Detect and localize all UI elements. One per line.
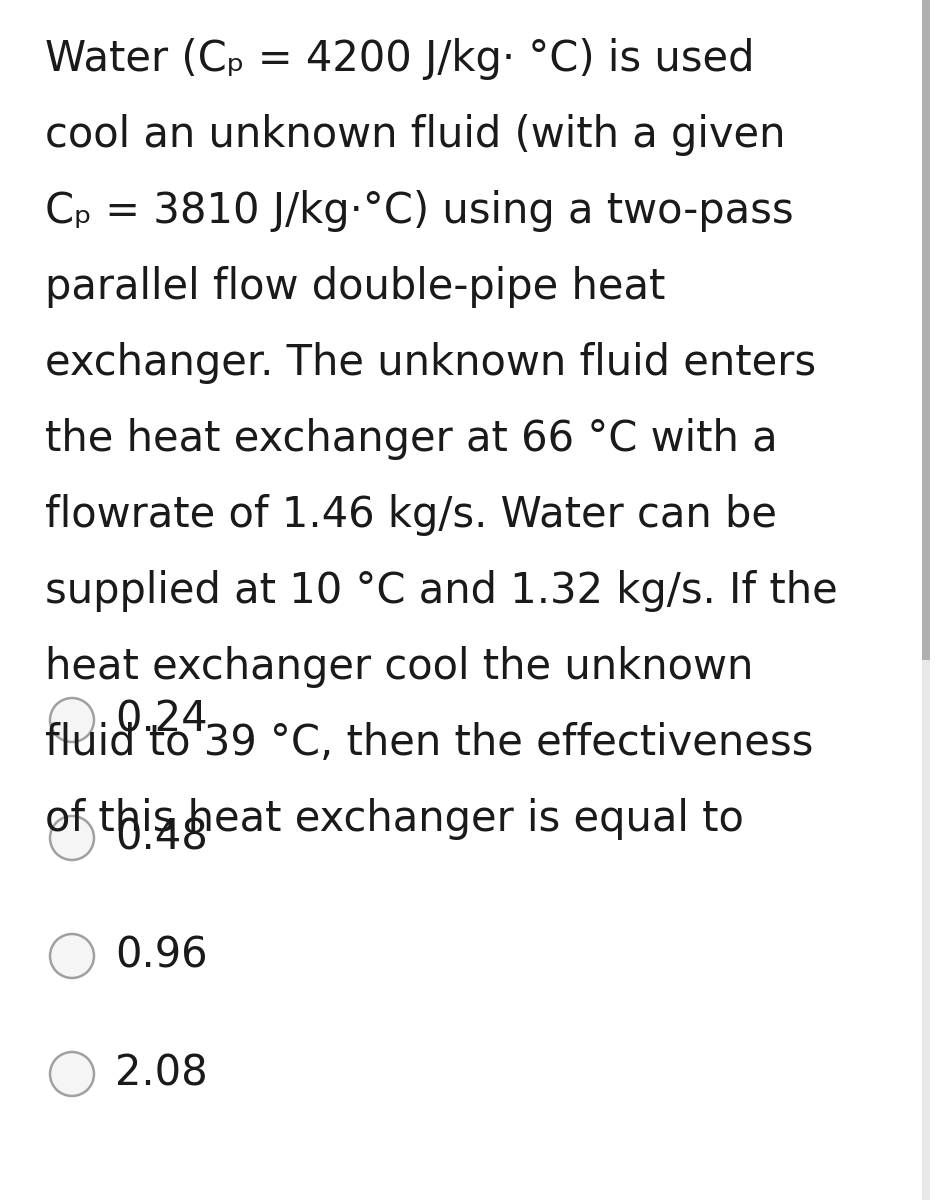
Ellipse shape bbox=[50, 816, 94, 860]
Text: Cₚ = 3810 J/kg·°C) using a two-pass: Cₚ = 3810 J/kg·°C) using a two-pass bbox=[45, 190, 793, 232]
Text: 0.48: 0.48 bbox=[115, 817, 208, 859]
Text: 0.24: 0.24 bbox=[115, 698, 208, 740]
Text: heat exchanger cool the unknown: heat exchanger cool the unknown bbox=[45, 646, 753, 688]
Ellipse shape bbox=[50, 1052, 94, 1096]
Text: flowrate of 1.46 kg/s. Water can be: flowrate of 1.46 kg/s. Water can be bbox=[45, 494, 777, 536]
Text: 2.08: 2.08 bbox=[115, 1054, 208, 1094]
Text: parallel flow double-pipe heat: parallel flow double-pipe heat bbox=[45, 266, 666, 308]
Text: fluid to 39 °C, then the effectiveness: fluid to 39 °C, then the effectiveness bbox=[45, 722, 813, 764]
Text: 0.96: 0.96 bbox=[115, 935, 208, 977]
Text: the heat exchanger at 66 °C with a: the heat exchanger at 66 °C with a bbox=[45, 418, 777, 460]
Bar bbox=[922, 0, 930, 1200]
Text: cool an unknown fluid (with a given: cool an unknown fluid (with a given bbox=[45, 114, 786, 156]
Text: exchanger. The unknown fluid enters: exchanger. The unknown fluid enters bbox=[45, 342, 816, 384]
Text: of this heat exchanger is equal to: of this heat exchanger is equal to bbox=[45, 798, 744, 840]
Ellipse shape bbox=[50, 698, 94, 742]
Ellipse shape bbox=[50, 934, 94, 978]
Text: supplied at 10 °C and 1.32 kg/s. If the: supplied at 10 °C and 1.32 kg/s. If the bbox=[45, 570, 838, 612]
Bar bbox=[922, 0, 930, 660]
Text: Water (Cₚ = 4200 J/kg· °C) is used: Water (Cₚ = 4200 J/kg· °C) is used bbox=[45, 38, 755, 80]
